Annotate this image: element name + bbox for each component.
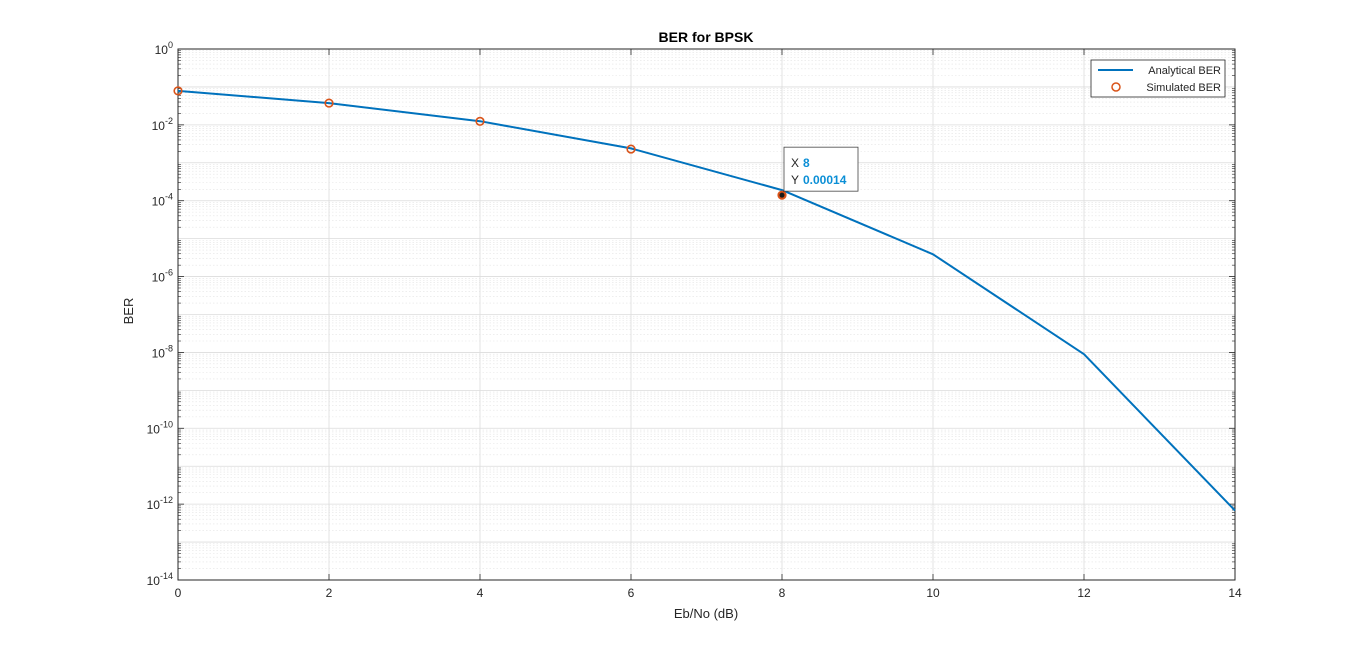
- data-point-marker: [626, 144, 636, 154]
- legend-marker-swatch: [1111, 82, 1121, 92]
- x-axis-label: Eb/No (dB): [674, 606, 738, 621]
- series-layer: [173, 86, 1236, 512]
- legend-label-analytical: Analytical BER: [1148, 65, 1221, 77]
- x-tick-label: 2: [326, 586, 333, 600]
- y-tick-label: 10-2: [152, 116, 173, 133]
- axes-box: [177, 48, 1236, 581]
- y-tick-label: 10-4: [152, 192, 173, 209]
- y-tick-label: 10-10: [147, 419, 173, 436]
- x-tick-label: 4: [477, 586, 484, 600]
- x-tick-labels: 0 2 4 6 8 10 12 14: [175, 586, 1242, 600]
- datatip-y-label: Y: [791, 173, 799, 187]
- legend-label-simulated: Simulated BER: [1146, 82, 1221, 94]
- chart-title: BER for BPSK: [659, 29, 754, 45]
- data-tip[interactable]: X 8 Y 0.00014: [778, 146, 859, 199]
- y-tick-label: 10-14: [147, 571, 173, 588]
- data-point-marker: [324, 98, 334, 108]
- datatip-point: [778, 191, 786, 199]
- data-point-marker: [173, 86, 183, 96]
- tick-marks: [177, 48, 1236, 581]
- x-tick-label: 8: [779, 586, 786, 600]
- datatip-x-label: X: [791, 156, 799, 170]
- datatip-x-value: 8: [803, 156, 810, 170]
- data-point-marker: [475, 116, 485, 126]
- datatip-y-value: 0.00014: [803, 173, 847, 187]
- series-line-0: [177, 89, 1236, 512]
- x-tick-label: 6: [628, 586, 635, 600]
- y-tick-labels: 100 10-2 10-4 10-6 10-8 10-10 10-12 10-14: [147, 40, 173, 588]
- y-tick-label: 10-8: [152, 343, 173, 360]
- grid: [177, 48, 1236, 581]
- y-tick-label: 10-6: [152, 268, 173, 285]
- data-point-marker: [777, 190, 787, 200]
- x-tick-label: 0: [175, 586, 182, 600]
- y-tick-label: 10-12: [147, 495, 173, 512]
- x-tick-label: 14: [1228, 586, 1242, 600]
- legend[interactable]: Analytical BER Simulated BER: [1090, 59, 1226, 98]
- x-tick-label: 12: [1077, 586, 1091, 600]
- y-axis-label: BER: [121, 298, 136, 325]
- datatip-box: [783, 146, 859, 192]
- x-tick-label: 10: [926, 586, 940, 600]
- y-tick-label: 100: [155, 40, 173, 57]
